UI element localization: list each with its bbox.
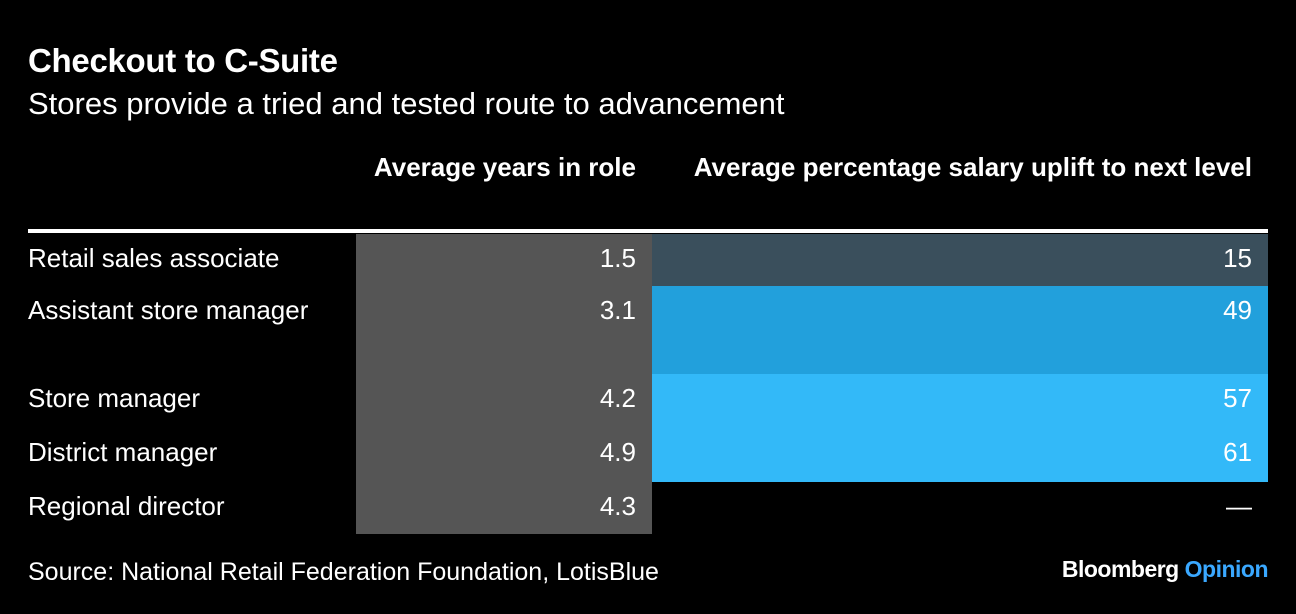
cell-years-store-manager: 4.2 [356,374,652,428]
chart-title: Checkout to C-Suite [28,42,338,79]
cell-years-assistant-store-manager: 3.1 [356,286,652,374]
source-note: Source: National Retail Federation Found… [28,558,659,586]
column-header-years: Average years in role [373,152,636,182]
logo-brand: Bloomberg [1061,556,1179,582]
cell-uplift-retail-sales-associate: 15 [652,234,1268,286]
logo-section: Opinion [1184,556,1269,582]
header-rule [28,229,1268,233]
chart-subtitle: Stores provide a tried and tested route … [28,86,785,121]
row-label-retail-sales-associate: Retail sales associate [28,243,280,273]
cell-years-district-manager: 4.9 [356,428,652,482]
cell-uplift-regional-director: — [1226,491,1252,521]
row-label-regional-director: Regional director [28,491,225,521]
cell-uplift-district-manager: 61 [652,428,1268,482]
cell-uplift-assistant-store-manager: 49 [652,286,1268,374]
row-label-store-manager: Store manager [28,383,200,413]
row-label-assistant-store-manager: Assistant store manager [28,295,309,325]
cell-years-retail-sales-associate: 1.5 [356,234,652,286]
bloomberg-opinion-logo: Bloomberg Opinion [1061,556,1269,583]
row-label-district-manager: District manager [28,437,218,467]
column-header-uplift: Average percentage salary uplift to next… [693,152,1252,182]
cell-years-regional-director: 4.3 [356,482,652,534]
cell-uplift-store-manager: 57 [652,374,1268,428]
